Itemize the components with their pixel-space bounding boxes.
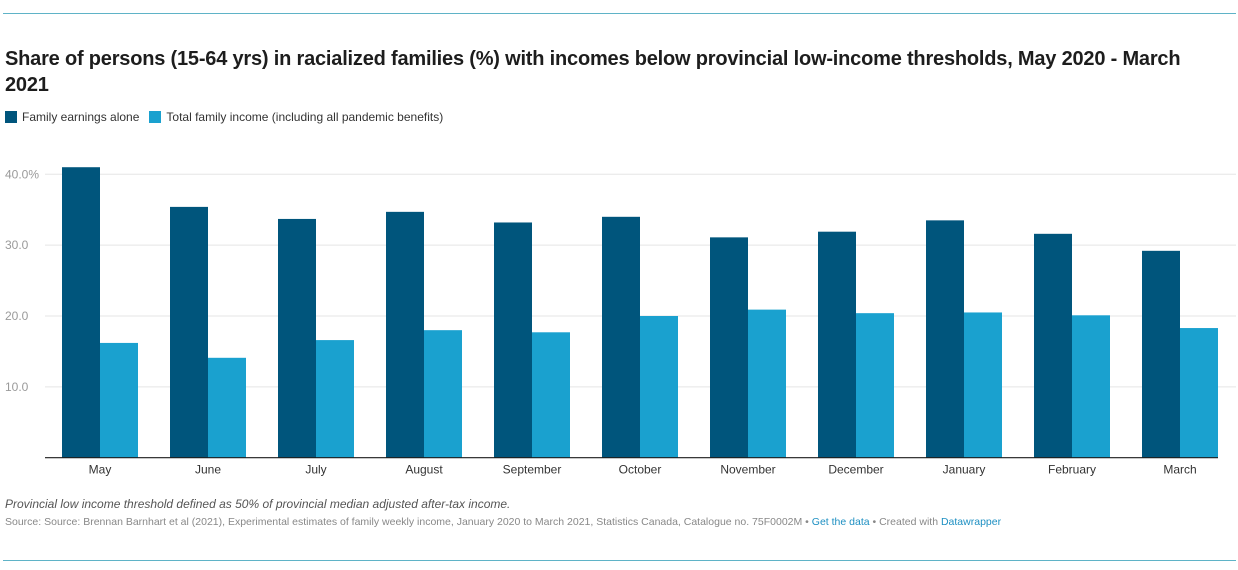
- x-tick-label: August: [405, 463, 443, 477]
- bar-earnings: [602, 216, 640, 458]
- datawrapper-link[interactable]: Datawrapper: [940, 516, 1002, 528]
- bar-earnings: [62, 167, 100, 458]
- bar-earnings: [278, 218, 316, 458]
- top-divider: [3, 13, 1236, 14]
- bottom-divider: [3, 560, 1236, 561]
- legend-label-total-income: Total family income (including all pande…: [166, 110, 444, 124]
- bar-earnings: [926, 220, 964, 458]
- chart-note: Provincial low income threshold defined …: [5, 497, 511, 511]
- bar-total-income: [964, 312, 1002, 458]
- x-axis: May June July August September October Novembe…: [45, 457, 1218, 477]
- legend-item-earnings: Family earnings alone: [5, 110, 139, 124]
- bar-earnings: [1034, 233, 1072, 458]
- x-tick-label: October: [619, 463, 662, 477]
- chart-title: Share of persons (15-64 yrs) in racializ…: [5, 48, 1181, 96]
- x-tick-label: March: [1163, 463, 1196, 477]
- bars: [62, 167, 1218, 458]
- bar-earnings: [818, 231, 856, 458]
- source-text: Source: Source: Brennan Barnhart et al (…: [5, 516, 803, 528]
- y-tick-label: 20.0: [5, 309, 29, 323]
- x-tick-label: May: [89, 463, 112, 477]
- x-tick-label: June: [195, 463, 221, 477]
- bar-earnings: [386, 211, 424, 458]
- legend-swatch-earnings: [5, 111, 17, 123]
- bar-total-income: [532, 332, 570, 458]
- x-tick-label: September: [503, 463, 562, 477]
- bar-earnings: [170, 206, 208, 458]
- bar-total-income: [748, 309, 786, 458]
- bar-total-income: [640, 316, 678, 458]
- created-with-text: Created with: [879, 516, 941, 528]
- legend-item-total-income: Total family income (including all pande…: [149, 110, 443, 124]
- x-tick-label: February: [1048, 463, 1096, 477]
- bar-earnings: [710, 237, 748, 458]
- bar-earnings: [1142, 250, 1180, 458]
- bar-total-income: [100, 342, 138, 458]
- separator: •: [802, 516, 812, 528]
- y-axis: 10.0 20.0 30.0 40.0%: [5, 167, 39, 394]
- y-tick-label: 10.0: [5, 380, 29, 394]
- bar-total-income: [856, 313, 894, 458]
- y-tick-label: 30.0: [5, 238, 29, 252]
- bar-total-income: [1180, 328, 1218, 458]
- legend: Family earnings alone Total family incom…: [5, 110, 453, 124]
- x-tick-label: December: [828, 463, 883, 477]
- legend-label-earnings: Family earnings alone: [22, 110, 140, 124]
- bar-total-income: [208, 357, 246, 458]
- bar-earnings: [494, 222, 532, 458]
- x-tick-label: November: [720, 463, 775, 477]
- get-the-data-link[interactable]: Get the data: [811, 516, 870, 528]
- x-tick-label: July: [305, 463, 326, 477]
- bar-total-income: [316, 340, 354, 458]
- bar-chart: 10.0 20.0 30.0 40.0% May June July August Septe…: [5, 167, 1236, 477]
- bar-total-income: [1072, 315, 1110, 458]
- source-line: Source: Source: Brennan Barnhart et al (…: [5, 516, 1001, 528]
- legend-swatch-total-income: [149, 111, 162, 123]
- x-tick-label: January: [943, 463, 986, 477]
- bar-total-income: [424, 330, 462, 458]
- y-tick-label: 40.0%: [5, 167, 39, 181]
- separator: •: [869, 516, 880, 528]
